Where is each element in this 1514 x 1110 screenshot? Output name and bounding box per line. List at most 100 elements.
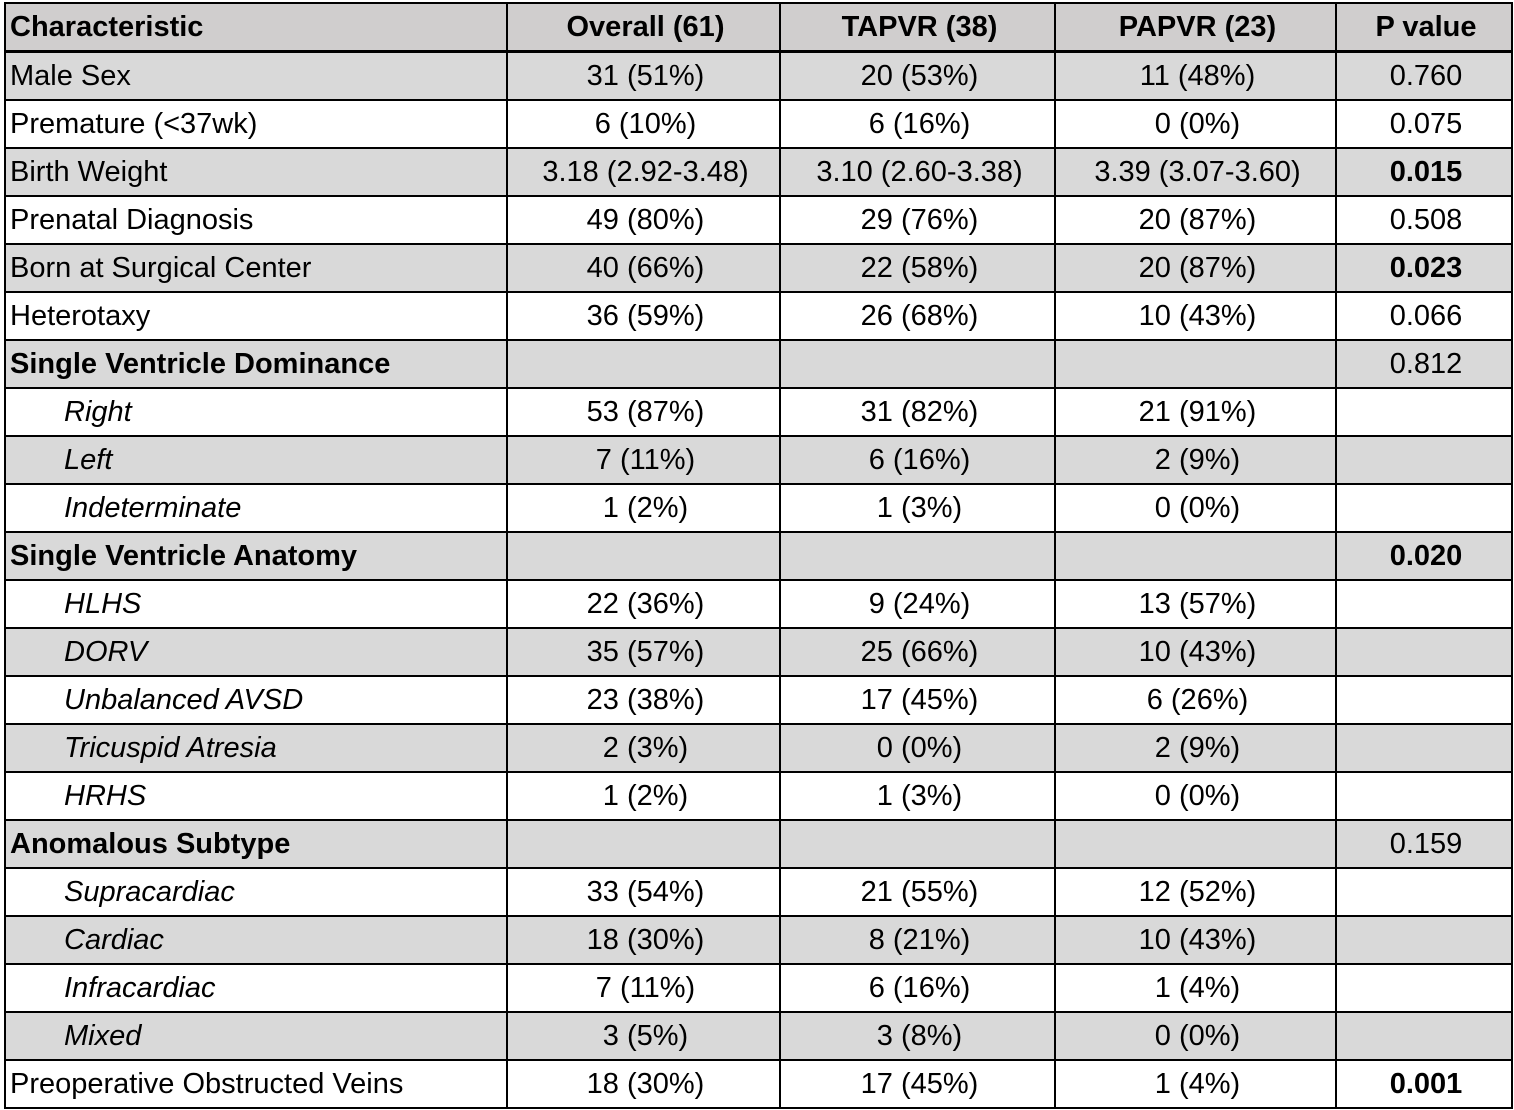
table-body: Male Sex 31 (51%) 20 (53%) 11 (48%) 0.760 Pre…	[4, 50, 1513, 1109]
overall-cell: 3 (5%)	[506, 1011, 781, 1061]
p-value-cell: 0.020	[1335, 531, 1513, 581]
papvr-cell: 10 (43%)	[1054, 627, 1337, 677]
tapvr-cell: 21 (55%)	[779, 867, 1056, 917]
tapvr-cell	[779, 819, 1056, 869]
tapvr-cell: 22 (58%)	[779, 243, 1056, 293]
p-value-cell: 0.812	[1335, 339, 1513, 389]
table-row: Prenatal Diagnosis 49 (80%) 29 (76%) 20 (87…	[4, 195, 1513, 245]
characteristics-table: Characteristic Overall (61) TAPVR (38) P…	[4, 2, 1513, 1109]
p-value-cell	[1335, 915, 1513, 965]
characteristic-cell: Preoperative Obstructed Veins	[4, 1059, 508, 1109]
papvr-cell	[1054, 819, 1337, 869]
tapvr-cell: 6 (16%)	[779, 963, 1056, 1013]
characteristic-cell: Single Ventricle Anatomy	[4, 531, 508, 581]
p-value-cell	[1335, 963, 1513, 1013]
table-row: Left 7 (11%) 6 (16%) 2 (9%)	[4, 435, 1513, 485]
table-row: Preoperative Obstructed Veins 18 (30%) 17 …	[4, 1059, 1513, 1109]
papvr-cell: 13 (57%)	[1054, 579, 1337, 629]
overall-cell: 49 (80%)	[506, 195, 781, 245]
table-row: Single Ventricle Anatomy 0.020	[4, 531, 1513, 581]
overall-cell: 7 (11%)	[506, 963, 781, 1013]
tapvr-cell: 17 (45%)	[779, 1059, 1056, 1109]
papvr-cell: 0 (0%)	[1054, 483, 1337, 533]
papvr-cell: 6 (26%)	[1054, 675, 1337, 725]
p-value-cell: 0.508	[1335, 195, 1513, 245]
tapvr-cell	[779, 531, 1056, 581]
table-row: HRHS 1 (2%) 1 (3%) 0 (0%)	[4, 771, 1513, 821]
table-row: Indeterminate 1 (2%) 1 (3%) 0 (0%)	[4, 483, 1513, 533]
characteristic-cell: Prenatal Diagnosis	[4, 195, 508, 245]
papvr-cell: 0 (0%)	[1054, 1011, 1337, 1061]
papvr-cell: 20 (87%)	[1054, 195, 1337, 245]
header-row: Characteristic Overall (61) TAPVR (38) P…	[4, 2, 1513, 53]
characteristic-cell: Infracardiac	[4, 963, 508, 1013]
overall-cell	[506, 339, 781, 389]
characteristic-cell: Tricuspid Atresia	[4, 723, 508, 773]
p-value-cell	[1335, 579, 1513, 629]
table-row: Born at Surgical Center 40 (66%) 22 (58%) 2…	[4, 243, 1513, 293]
tapvr-cell: 1 (3%)	[779, 771, 1056, 821]
overall-cell: 35 (57%)	[506, 627, 781, 677]
overall-cell: 23 (38%)	[506, 675, 781, 725]
characteristic-cell: Born at Surgical Center	[4, 243, 508, 293]
tapvr-cell: 6 (16%)	[779, 99, 1056, 149]
characteristic-cell: Left	[4, 435, 508, 485]
characteristic-cell: Male Sex	[4, 50, 508, 101]
tapvr-cell: 6 (16%)	[779, 435, 1056, 485]
overall-cell: 1 (2%)	[506, 771, 781, 821]
characteristic-cell: Unbalanced AVSD	[4, 675, 508, 725]
table-row: Anomalous Subtype 0.159	[4, 819, 1513, 869]
table-row: Unbalanced AVSD 23 (38%) 17 (45%) 6 (26%)	[4, 675, 1513, 725]
characteristic-cell: Supracardiac	[4, 867, 508, 917]
papvr-cell: 10 (43%)	[1054, 291, 1337, 341]
tapvr-cell: 17 (45%)	[779, 675, 1056, 725]
characteristic-cell: Right	[4, 387, 508, 437]
table-row: Cardiac 18 (30%) 8 (21%) 10 (43%)	[4, 915, 1513, 965]
characteristic-cell: Birth Weight	[4, 147, 508, 197]
papvr-cell: 2 (9%)	[1054, 723, 1337, 773]
table-row: Tricuspid Atresia 2 (3%) 0 (0%) 2 (9%)	[4, 723, 1513, 773]
papvr-cell: 1 (4%)	[1054, 1059, 1337, 1109]
characteristic-cell: DORV	[4, 627, 508, 677]
overall-cell: 6 (10%)	[506, 99, 781, 149]
papvr-cell: 10 (43%)	[1054, 915, 1337, 965]
table-row: HLHS 22 (36%) 9 (24%) 13 (57%)	[4, 579, 1513, 629]
tapvr-cell: 29 (76%)	[779, 195, 1056, 245]
header-p-value: P value	[1335, 2, 1513, 53]
table-row: DORV 35 (57%) 25 (66%) 10 (43%)	[4, 627, 1513, 677]
papvr-cell	[1054, 531, 1337, 581]
papvr-cell: 1 (4%)	[1054, 963, 1337, 1013]
table-row: Premature (<37wk) 6 (10%) 6 (16%) 0 (0%) 0.0…	[4, 99, 1513, 149]
characteristic-cell: Heterotaxy	[4, 291, 508, 341]
p-value-cell: 0.075	[1335, 99, 1513, 149]
tapvr-cell: 3 (8%)	[779, 1011, 1056, 1061]
overall-cell: 36 (59%)	[506, 291, 781, 341]
table-row: Right 53 (87%) 31 (82%) 21 (91%)	[4, 387, 1513, 437]
p-value-cell	[1335, 387, 1513, 437]
overall-cell: 22 (36%)	[506, 579, 781, 629]
tapvr-cell: 25 (66%)	[779, 627, 1056, 677]
header-tapvr: TAPVR (38)	[779, 2, 1056, 53]
tapvr-cell: 31 (82%)	[779, 387, 1056, 437]
p-value-cell	[1335, 867, 1513, 917]
table-row: Supracardiac 33 (54%) 21 (55%) 12 (52%)	[4, 867, 1513, 917]
p-value-cell: 0.015	[1335, 147, 1513, 197]
tapvr-cell: 8 (21%)	[779, 915, 1056, 965]
overall-cell: 18 (30%)	[506, 915, 781, 965]
p-value-cell: 0.023	[1335, 243, 1513, 293]
header-overall: Overall (61)	[506, 2, 781, 53]
header-papvr: PAPVR (23)	[1054, 2, 1337, 53]
tapvr-cell: 26 (68%)	[779, 291, 1056, 341]
tapvr-cell: 3.10 (2.60-3.38)	[779, 147, 1056, 197]
table-row: Single Ventricle Dominance 0.812	[4, 339, 1513, 389]
characteristic-cell: Mixed	[4, 1011, 508, 1061]
papvr-cell: 21 (91%)	[1054, 387, 1337, 437]
overall-cell: 31 (51%)	[506, 50, 781, 101]
p-value-cell: 0.001	[1335, 1059, 1513, 1109]
overall-cell	[506, 819, 781, 869]
overall-cell	[506, 531, 781, 581]
overall-cell: 3.18 (2.92-3.48)	[506, 147, 781, 197]
tapvr-cell: 9 (24%)	[779, 579, 1056, 629]
papvr-cell: 12 (52%)	[1054, 867, 1337, 917]
overall-cell: 33 (54%)	[506, 867, 781, 917]
